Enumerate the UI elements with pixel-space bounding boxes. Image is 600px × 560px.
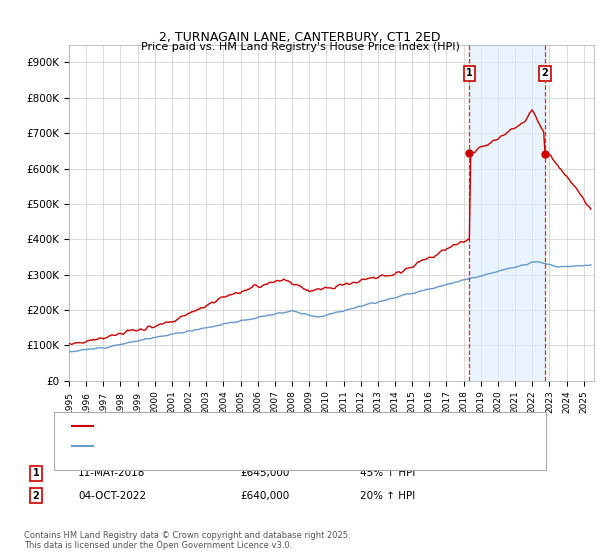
Text: 2, TURNAGAIN LANE, CANTERBURY, CT1 2ED (detached house): 2, TURNAGAIN LANE, CANTERBURY, CT1 2ED (… [99, 422, 408, 432]
Text: 1: 1 [32, 468, 40, 478]
Text: 2: 2 [542, 68, 548, 78]
Text: £640,000: £640,000 [240, 491, 289, 501]
Text: Contains HM Land Registry data © Crown copyright and database right 2025.
This d: Contains HM Land Registry data © Crown c… [24, 531, 350, 550]
Bar [469, 45, 545, 381]
Text: Price paid vs. HM Land Registry's House Price Index (HPI): Price paid vs. HM Land Registry's House … [140, 42, 460, 52]
Text: 1: 1 [466, 68, 473, 78]
Text: HPI: Average price, detached house, Canterbury: HPI: Average price, detached house, Cant… [99, 443, 335, 453]
Text: 04-OCT-2022: 04-OCT-2022 [78, 491, 146, 501]
Text: £645,000: £645,000 [240, 468, 289, 478]
Text: 20% ↑ HPI: 20% ↑ HPI [360, 491, 415, 501]
Text: 11-MAY-2018: 11-MAY-2018 [78, 468, 145, 478]
Text: 45% ↑ HPI: 45% ↑ HPI [360, 468, 415, 478]
Text: 2, TURNAGAIN LANE, CANTERBURY, CT1 2ED: 2, TURNAGAIN LANE, CANTERBURY, CT1 2ED [159, 31, 441, 44]
Text: 2: 2 [32, 491, 40, 501]
